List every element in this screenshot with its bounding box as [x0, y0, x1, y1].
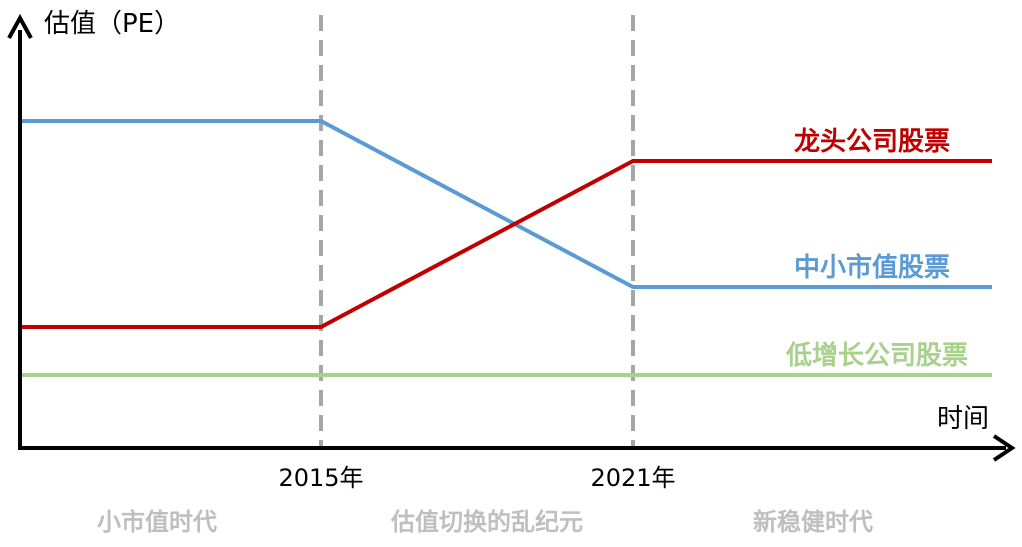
period-label-steady-era: 新稳健时代 — [753, 508, 873, 536]
period-label-transition-era: 估值切换的乱纪元 — [390, 508, 583, 536]
x-axis-label: 时间 — [937, 404, 989, 434]
y-axis-arrow — [7, 13, 33, 39]
series-line-leader — [20, 159, 992, 329]
tick-label-2021: 2021年 — [590, 464, 675, 492]
y-axis-label: 估值（PE） — [44, 9, 180, 39]
tick-label-2015: 2015年 — [278, 464, 363, 492]
period-label-small-cap-era: 小市值时代 — [97, 508, 217, 536]
series-line-small-cap — [20, 119, 992, 289]
series-label-leader: 龙头公司股票 — [794, 127, 950, 157]
series-label-low-growth: 低增长公司股票 — [785, 340, 968, 371]
x-axis-arrow — [992, 434, 1016, 462]
series-label-small-cap: 中小市值股票 — [794, 252, 950, 283]
